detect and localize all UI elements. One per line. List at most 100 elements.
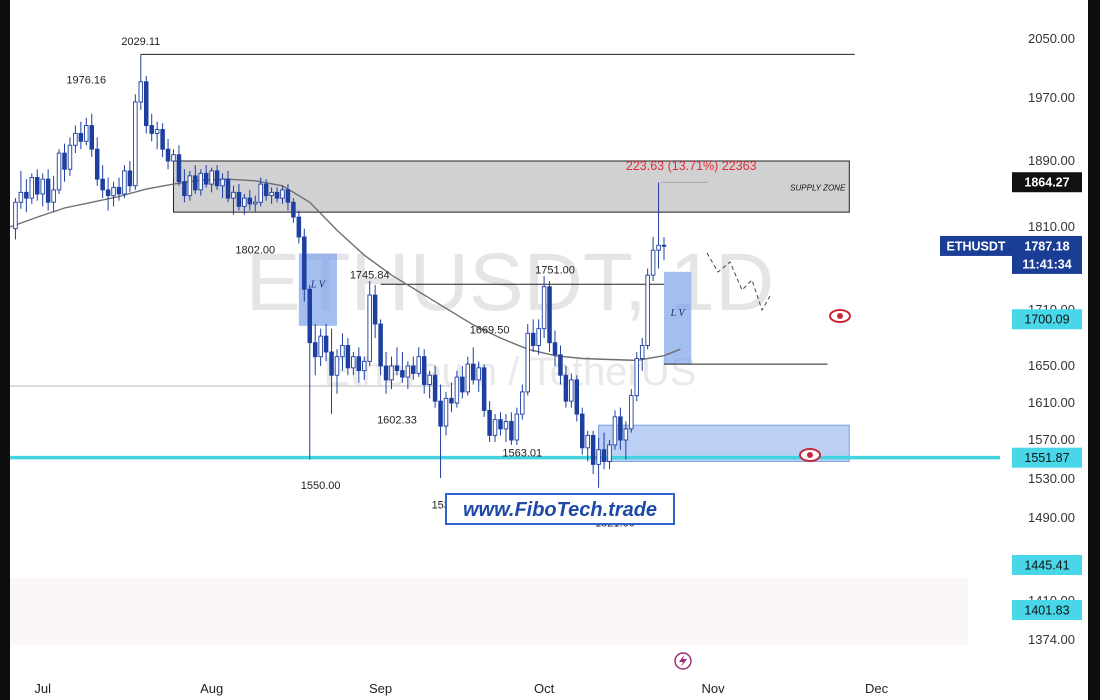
symbol-tag-box [940,235,1012,256]
price-label-1401-83-text: 1401.83 [1024,604,1069,618]
candle-body [618,416,623,441]
candle-body [149,125,154,134]
candle [460,366,465,399]
candle-body [45,178,51,203]
candle-body [138,81,144,103]
candle [269,187,274,204]
candle-body [18,191,24,203]
price-annotation: 1802.00 [235,245,275,257]
candle-body [530,332,536,346]
candle [40,173,45,207]
candle-body [220,178,225,187]
candle [421,349,427,394]
candle [312,324,318,376]
projection-path [706,252,771,312]
candle-body [411,365,416,374]
price-label-1401-83: 1401.83 [1012,600,1082,620]
supply-zone-label: SUPPLY ZONE [790,184,846,193]
measure-label: 223.63 (13.71%) 22363 [626,159,757,173]
candle [263,179,269,201]
countdown-label-box [1012,253,1082,274]
candle-body [629,395,634,430]
candle-body [67,144,73,170]
candle [29,173,35,204]
candle [143,75,149,134]
candle [45,169,51,211]
candle-body [525,332,531,393]
candle [296,210,302,244]
candle [160,123,165,158]
candle-body [329,351,334,376]
lightning-icon[interactable] [674,652,692,670]
candle-body [405,365,411,378]
candle [209,167,214,193]
candle-body [656,244,661,251]
candle [569,373,574,408]
y-tick-label: 1970.00 [1028,90,1075,105]
candle [18,170,24,209]
candle [51,175,56,213]
eye-icon-pupil [807,452,813,458]
candle [318,328,323,366]
candle [171,149,176,178]
price-annotation: 1745.84 [350,269,390,281]
website-url: www.FiboTech.trade [463,499,657,521]
moving-average-line [9,178,681,362]
candle [236,184,242,211]
candle [62,143,67,182]
candle-body [176,154,182,183]
candle [334,349,340,394]
candle-body [601,449,607,462]
x-tick-label: Dec [865,681,889,696]
candle-body [541,286,547,330]
eye-icon[interactable] [799,448,821,462]
candle [596,438,601,488]
candle [242,194,247,215]
candle-body [231,191,236,199]
candle-body [187,175,193,197]
x-tick-label: Nov [701,681,725,696]
candle-body [383,365,389,381]
candle-body [274,191,280,199]
candle [84,117,89,146]
candle-body [35,177,40,195]
candle [203,165,209,188]
y-tick-label: 1650.00 [1028,358,1075,373]
candle [138,54,144,110]
candle [198,169,203,196]
candle-body [574,379,580,415]
candle-body [154,129,160,134]
candle-body [514,413,520,441]
website-banner[interactable]: www.FiboTech.trade [445,493,675,525]
y-tick-label: 1490.00 [1028,510,1075,525]
candle-body [13,201,18,230]
candle-body [165,148,171,162]
candle-body [247,197,253,205]
candle [111,181,116,207]
candle [411,356,416,380]
candle [182,169,187,203]
candle [13,198,18,240]
candle-body [634,358,640,397]
candle [78,121,84,150]
eye-icon[interactable] [829,309,851,323]
candle [149,113,154,142]
liquidity-void-label-2: L V [670,308,687,319]
candle [56,149,62,194]
candle-body [356,356,362,372]
candle-body [73,132,78,146]
candle-body [127,170,133,187]
candle [498,412,503,436]
candle-body [650,249,656,276]
candle-body [318,335,323,358]
candle-body [280,189,285,199]
price-annotation: 1669.50 [470,324,510,336]
candle-body [454,376,460,404]
candle [302,228,307,302]
candle [378,319,383,376]
candle-body [24,191,29,199]
candle-body [351,356,356,369]
candle-body [296,216,302,238]
candle [438,384,443,479]
